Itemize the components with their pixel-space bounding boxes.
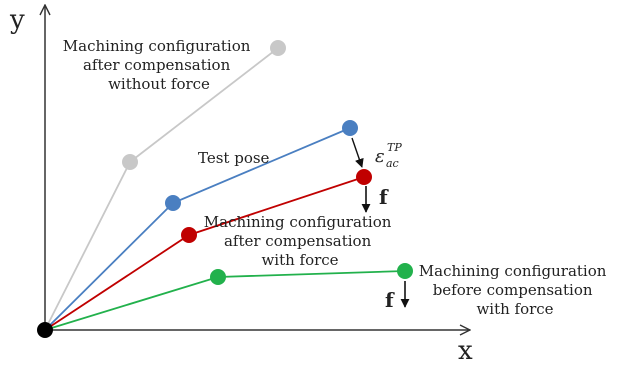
test-pose-end-effector — [342, 120, 358, 136]
error-subscript: ac — [386, 157, 399, 170]
config-without-force — [44, 40, 286, 331]
config-with-force-before — [44, 263, 413, 331]
without-force-end-effector — [270, 40, 286, 56]
with-force-after-label: Machining configuration after compensati… — [204, 213, 396, 269]
error-superscript: TP — [387, 141, 402, 154]
config-with-force-after — [44, 169, 372, 331]
without-force-joint — [122, 154, 138, 170]
with-force-after-end-effector — [356, 169, 372, 185]
origin-point — [37, 322, 53, 338]
error-label: ε TP ac — [375, 141, 402, 170]
with-force-before-end-effector — [397, 263, 413, 279]
with-force-after-joint — [181, 227, 197, 243]
with-force-before-joint — [210, 269, 226, 285]
force-label-green: f — [385, 288, 395, 312]
force-label-red: f — [379, 185, 389, 209]
x-axis-label: x — [458, 336, 473, 366]
error-symbol: ε — [375, 146, 385, 167]
test-pose-label: Test pose — [198, 149, 270, 167]
y-axis-label: y — [9, 5, 25, 35]
error-arrow — [351, 137, 364, 168]
without-force-label: Machining configuration after compensati… — [63, 37, 255, 93]
config-test-pose — [44, 120, 358, 331]
test-pose-joint — [165, 195, 181, 211]
with-force-before-label: Machining configuration before compensat… — [419, 262, 611, 318]
